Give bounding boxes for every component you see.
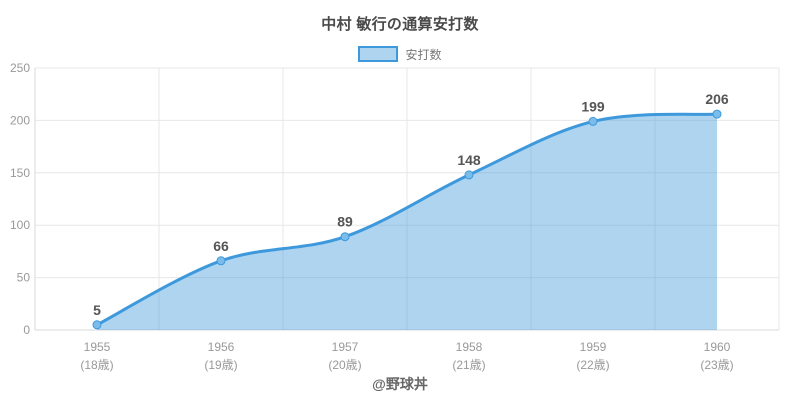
x-tick-year-label: 1955 (84, 340, 111, 354)
data-point[interactable] (340, 232, 350, 242)
x-tick-age-label: (23歳) (700, 358, 733, 372)
legend-item-hits[interactable]: 安打数 (358, 46, 442, 63)
footer-credit: @野球丼 (372, 376, 428, 392)
data-point[interactable] (216, 256, 226, 266)
y-tick-label: 250 (10, 61, 30, 75)
x-tick-year-label: 1959 (580, 340, 607, 354)
series-line (95, 112, 719, 327)
legend-label: 安打数 (405, 47, 442, 62)
data-point-value-label: 66 (213, 238, 229, 254)
x-tick-year-label: 1958 (456, 340, 483, 354)
chart-title: 中村 敏行の通算安打数 (321, 16, 479, 33)
series-area-fill (97, 114, 717, 330)
x-tick-age-label: (21歳) (452, 358, 485, 372)
data-point-value-label: 89 (337, 214, 353, 230)
y-tick-label: 100 (10, 218, 30, 232)
x-tick-year-label: 1960 (704, 340, 731, 354)
y-tick-label: 0 (23, 323, 30, 337)
data-point-value-label: 206 (705, 91, 729, 107)
y-tick-label: 150 (10, 166, 30, 180)
y-tick-label: 200 (10, 113, 30, 127)
data-point[interactable] (588, 116, 598, 126)
data-point-value-label: 199 (581, 98, 605, 114)
data-point[interactable] (92, 320, 102, 330)
data-point[interactable] (712, 109, 722, 119)
x-tick-age-label: (19歳) (204, 358, 237, 372)
y-tick-label: 50 (17, 271, 31, 285)
x-tick-year-label: 1957 (332, 340, 359, 354)
x-tick-age-label: (18歳) (80, 358, 113, 372)
data-point-value-label: 148 (457, 152, 481, 168)
x-tick-year-label: 1956 (208, 340, 235, 354)
legend: 安打数 (0, 45, 800, 63)
x-tick-age-label: (20歳) (328, 358, 361, 372)
x-tick-age-label: (22歳) (576, 358, 609, 372)
data-point-value-label: 5 (93, 302, 101, 318)
legend-swatch-icon (358, 46, 399, 62)
data-point[interactable] (464, 170, 474, 180)
